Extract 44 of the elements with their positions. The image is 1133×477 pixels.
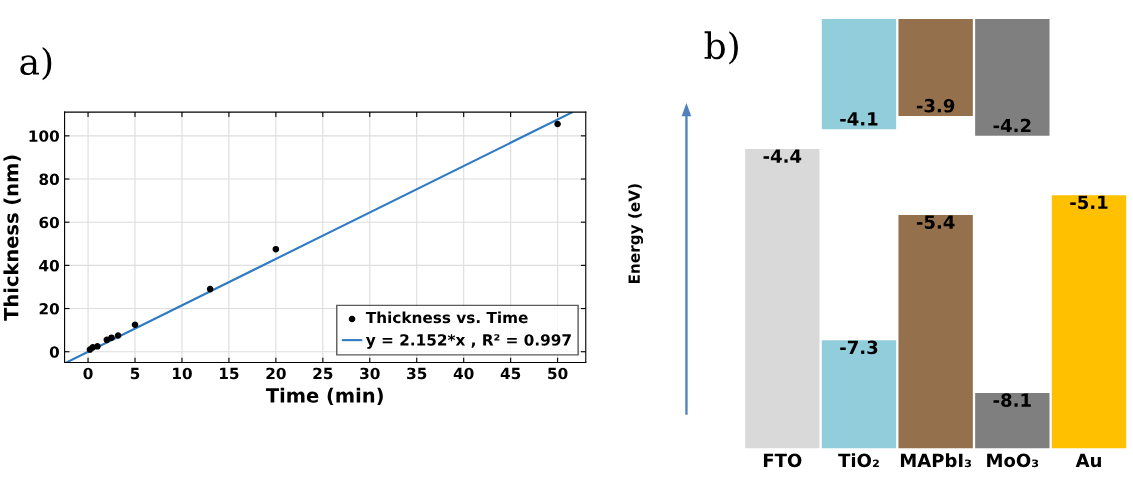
data-label: -5.1 — [1070, 195, 1108, 210]
data-label: -7.3 — [840, 340, 878, 355]
x-tick-label: 10 — [173, 367, 192, 380]
x-tick-label: 50 — [548, 367, 568, 380]
legend-label: Thickness vs. Time — [365, 311, 528, 324]
text: Energy (eV) — [628, 184, 644, 284]
y-tick-label: 20 — [39, 303, 59, 315]
y-tick-label: 40 — [39, 259, 59, 272]
data-label: -5.4 — [916, 215, 955, 229]
category-label: MAPbI₃ — [900, 453, 972, 468]
point — [108, 334, 115, 341]
data-label: -4.4 — [763, 149, 802, 163]
data-label: -3.9 — [916, 98, 955, 113]
x-tick-label: 5 — [130, 367, 140, 380]
category-label: FTO — [763, 453, 802, 468]
point — [94, 343, 101, 350]
x-tick-label: 25 — [313, 367, 333, 380]
y-tick-label: 80 — [39, 173, 59, 186]
y-tick-label: 60 — [39, 216, 59, 229]
y-tick-label: 0 — [49, 346, 59, 358]
x-tick-label: 40 — [453, 367, 474, 380]
category-label: TiO₂ — [838, 453, 879, 468]
x-tick-label: 35 — [407, 367, 427, 380]
y-tick-label: 100 — [29, 130, 59, 142]
x-tick-label: 0 — [83, 367, 93, 380]
data-label: -4.1 — [840, 112, 878, 126]
category-label: MoO₃ — [987, 453, 1039, 468]
point — [272, 245, 280, 253]
point — [131, 321, 139, 329]
text: b) — [704, 31, 738, 65]
x-tick-label: 15 — [220, 367, 239, 380]
point — [114, 332, 122, 339]
point — [206, 285, 214, 293]
x-axis-title: Time (min) — [265, 387, 383, 406]
x-tick-label: 30 — [360, 367, 380, 380]
x-tick-label: 45 — [500, 367, 521, 380]
category-label: Au — [1075, 453, 1101, 468]
data-label: -4.2 — [993, 118, 1031, 133]
y-axis-title: Thickness (nm) — [3, 155, 21, 321]
x-tick-label: 20 — [266, 367, 286, 380]
chart-title: a) — [20, 47, 52, 81]
point — [554, 120, 561, 128]
legend-label: y = 2.152*x , R² = 0.997 — [365, 334, 571, 349]
data-label: -8.1 — [993, 393, 1031, 407]
